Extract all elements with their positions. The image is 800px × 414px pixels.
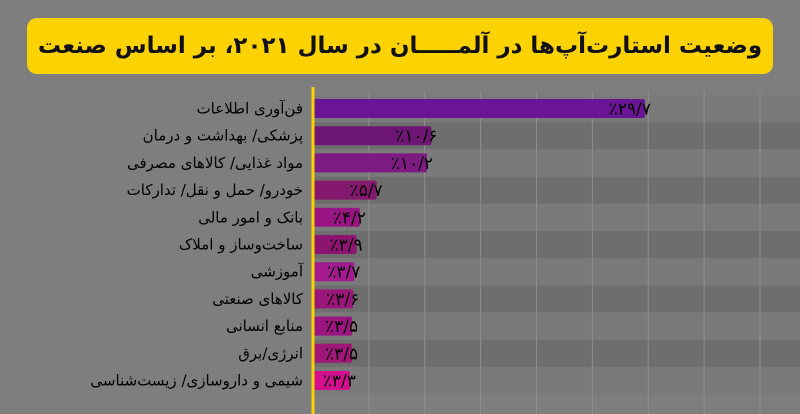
data-label: ٪۴/۲ xyxy=(333,208,366,228)
data-label: ٪۳/۵ xyxy=(325,317,358,337)
category-label: پزشکی/ بهداشت و درمان xyxy=(143,127,303,146)
bar xyxy=(313,262,355,282)
bar xyxy=(313,153,427,173)
row-band xyxy=(313,339,800,367)
row-band xyxy=(313,258,800,286)
category-label: خودرو/ حمل و نقل/ تدارکات xyxy=(127,181,303,199)
data-label: ٪۳/۹ xyxy=(329,236,362,256)
data-label: ٪۳/۳ xyxy=(323,372,356,392)
category-label: شیمی و داروسازی/ زیست‌شناسی xyxy=(90,372,303,390)
category-label: کالاهای صنعتی xyxy=(212,290,304,308)
data-label: ٪۳/۵ xyxy=(325,344,358,364)
category-label: منابع انسانی xyxy=(226,317,303,335)
data-label: ٪۲۹/۷ xyxy=(609,100,651,120)
bar xyxy=(313,343,353,363)
bar xyxy=(313,207,360,227)
data-label: ٪۱۰/۲ xyxy=(391,154,433,174)
category-label: فن‌آوری اطلاعات xyxy=(197,100,303,118)
category-label: مواد غذایی/ کالاهای مصرفی xyxy=(127,154,303,172)
row-band xyxy=(313,312,800,340)
bar xyxy=(313,180,377,200)
category-label: بانک و امور مالی xyxy=(198,208,303,226)
category-label: انرژی/برق xyxy=(238,344,303,362)
category-label: ساخت‌وساز و املاک xyxy=(179,236,303,254)
data-label: ٪۱۰/۶ xyxy=(395,127,437,147)
title-banner: وضعیت استارت‌آپ‌ها در آلمـــــان در سال … xyxy=(27,18,773,74)
data-label: ٪۳/۷ xyxy=(327,263,360,283)
row-band xyxy=(313,367,800,394)
row-band xyxy=(313,176,800,204)
data-label: ٪۳/۶ xyxy=(326,290,359,310)
bar xyxy=(313,126,432,146)
bar xyxy=(313,316,353,336)
bar xyxy=(313,235,357,254)
category-label: آموزشی xyxy=(251,263,304,281)
bar xyxy=(313,99,645,118)
bar xyxy=(313,371,350,390)
bar xyxy=(313,289,354,309)
row-band xyxy=(313,231,800,258)
data-label: ٪۵/۷ xyxy=(350,181,383,201)
row-band xyxy=(313,203,800,231)
row-band xyxy=(313,285,800,313)
chart-title: وضعیت استارت‌آپ‌ها در آلمـــــان در سال … xyxy=(37,33,763,59)
